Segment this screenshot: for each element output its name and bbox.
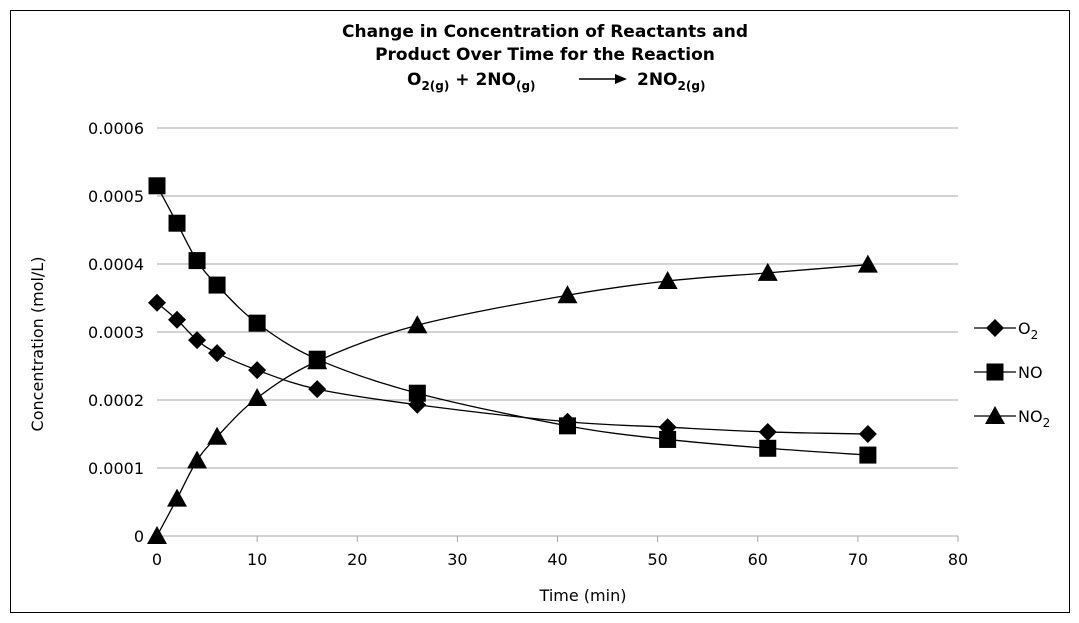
gridlines [156, 127, 959, 542]
x-tick-label: 70 [848, 550, 868, 569]
series-lines [147, 177, 878, 544]
triangle-point [657, 271, 678, 289]
reaction-arrow-icon [579, 74, 627, 84]
eq-o2: O [407, 70, 421, 90]
y-tick-label: 0.0003 [88, 323, 144, 342]
reaction-equation-left: O2(g) + 2NO(g) [407, 70, 536, 93]
diamond-point [248, 361, 267, 380]
y-tick-label: 0 [134, 527, 144, 546]
square-point [759, 439, 777, 457]
square-point [859, 446, 877, 464]
triangle-point [207, 426, 228, 445]
square-point [408, 384, 426, 402]
legend-label: O2 [1018, 319, 1038, 342]
diamond-point [168, 310, 187, 329]
legend-square-marker [986, 363, 1004, 381]
series-2 [147, 254, 878, 544]
x-tick-label: 30 [447, 550, 467, 569]
triangle-point [307, 351, 328, 370]
triangle-point [167, 488, 188, 507]
x-tick-label: 10 [247, 550, 267, 569]
eq-no-sub: (g) [516, 79, 536, 93]
square-point [168, 214, 186, 232]
y-axis-title: Concentration (mol/L) [28, 257, 47, 432]
y-tick-label: 0.0005 [88, 187, 144, 206]
square-point [659, 430, 677, 448]
y-tick-label: 0.0002 [88, 391, 144, 410]
triangle-point [757, 262, 778, 281]
square-point [148, 177, 166, 195]
triangle-point [407, 315, 428, 334]
legend-item: NO [974, 363, 1043, 382]
square-point [188, 252, 206, 270]
diamond-point [858, 425, 877, 443]
triangle-point [557, 285, 578, 304]
legend: O2 NO NO2 [974, 319, 1050, 430]
square-point [248, 314, 266, 332]
x-tick-label: 50 [647, 550, 667, 569]
y-tick-label: 0.0006 [88, 119, 144, 138]
eq-no2-sub: 2(g) [678, 79, 706, 93]
x-tick-label: 20 [347, 550, 367, 569]
title-line-1: Change in Concentration of Reactants and [342, 22, 748, 42]
square-point [559, 417, 577, 435]
diamond-point [758, 422, 777, 441]
chart-title: Change in Concentration of Reactants and… [342, 22, 748, 93]
x-tick-label: 40 [547, 550, 567, 569]
x-tick-label: 60 [748, 550, 768, 569]
diamond-point [148, 293, 166, 312]
series-1 [148, 177, 877, 464]
reaction-equation-right: 2NO2(g) [637, 70, 705, 93]
x-tick-labels: 0 10 20 30 40 50 60 70 80 [152, 550, 968, 569]
chart-frame: Change in Concentration of Reactants and… [10, 10, 1070, 613]
y-tick-labels: 0 0.0001 0.0002 0.0003 0.0004 0.0005 0.0006 [88, 119, 144, 546]
diamond-point [308, 380, 327, 399]
x-axis-title: Time (min) [539, 586, 627, 605]
triangle-point [147, 526, 167, 544]
legend-diamond-marker [986, 319, 1004, 337]
legend-label: NO2 [1018, 407, 1050, 430]
chart-svg: Change in Concentration of Reactants and… [28, 22, 1050, 605]
triangle-point [247, 387, 268, 406]
title-line-2: Product Over Time for the Reaction [375, 45, 715, 65]
legend-item: NO2 [974, 406, 1050, 430]
legend-triangle-marker [985, 406, 1005, 424]
diamond-point [208, 344, 227, 363]
diamond-point [188, 331, 207, 350]
x-tick-label: 0 [152, 550, 162, 569]
triangle-point [187, 450, 208, 469]
y-tick-label: 0.0001 [88, 459, 144, 478]
eq-no2: 2NO [637, 70, 678, 90]
legend-item: O2 [974, 319, 1038, 342]
triangle-point [857, 254, 878, 273]
eq-plus-no: + 2NO [449, 70, 516, 90]
y-tick-label: 0.0004 [88, 255, 144, 274]
eq-o2-sub: 2(g) [421, 79, 449, 93]
legend-label: NO [1018, 363, 1043, 382]
x-tick-label: 80 [948, 550, 968, 569]
square-point [208, 276, 226, 294]
